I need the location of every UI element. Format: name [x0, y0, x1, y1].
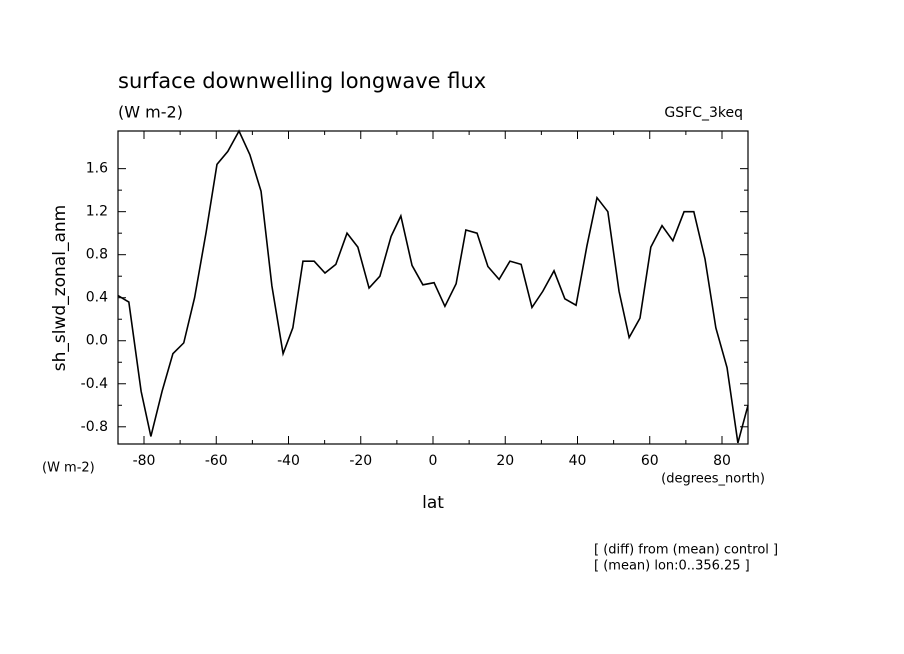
y-units: (W m-2)	[42, 461, 95, 476]
x-axis-label: lat	[422, 493, 444, 513]
data-line	[117, 129, 749, 444]
subtitle: (W m-2)	[118, 103, 183, 122]
x-units: (degrees_north)	[661, 472, 765, 487]
note: [ (mean) lon:0..356.25 ]	[594, 559, 750, 574]
y-tick-label: 1.6	[86, 161, 108, 177]
y-tick-label: 0.0	[86, 333, 108, 349]
x-tick-label: -80	[133, 453, 156, 469]
x-tick-label: 40	[569, 453, 587, 469]
y-tick-label: -0.4	[81, 376, 108, 392]
y-tick-label: 0.4	[86, 290, 108, 306]
dataset-label: GSFC_3keq	[664, 105, 743, 121]
x-tick-label: 60	[641, 453, 659, 469]
plot-frame	[117, 130, 749, 445]
y-tick-label: -0.8	[81, 419, 108, 435]
y-axis-label: sh_slwd_zonal_anm	[50, 205, 70, 371]
x-tick-label: -60	[205, 453, 228, 469]
x-tick-label: 20	[496, 453, 514, 469]
x-tick-label: -20	[349, 453, 372, 469]
x-tick-label: 80	[713, 453, 731, 469]
chart-title: surface downwelling longwave flux	[118, 69, 486, 93]
y-tick-label: 0.8	[86, 247, 108, 263]
x-tick-label: -40	[277, 453, 300, 469]
note: [ (diff) from (mean) control ]	[594, 543, 778, 558]
y-tick-label: 1.2	[86, 204, 108, 220]
x-tick-label: 0	[429, 453, 438, 469]
